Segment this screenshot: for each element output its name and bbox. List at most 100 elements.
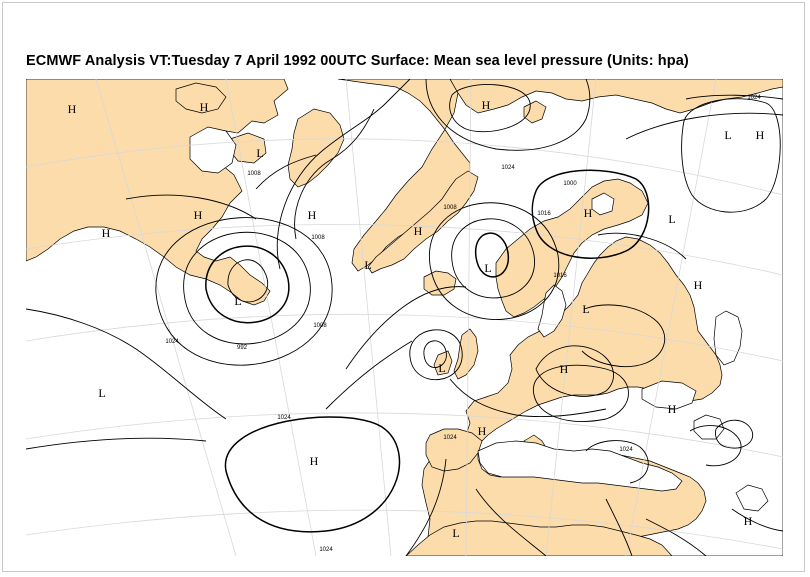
pressure-centres: H H H H L H H L H H L L L H L L L H H H … [68,98,765,540]
isobar-label: 1024 [319,547,333,553]
pressure-centre: L [724,128,731,142]
pressure-centre: H [478,424,487,438]
pressure-centre: L [98,386,105,400]
isobar [255,154,317,190]
isobar-labels: 1024 1008 1024 1000 1008 992 1024 1008 1… [165,95,761,553]
pressure-centre: L [364,258,371,272]
pressure-centre: H [102,226,111,240]
uk-landmass [453,328,479,380]
pressure-centre: L [234,294,241,308]
pressure-centre: H [68,102,77,116]
isobar-label: 1024 [619,447,633,453]
pressure-centre: H [482,98,491,112]
isobar-label: 1024 [747,95,761,101]
africa-landmass [405,520,673,556]
isobar-label: 1000 [563,181,577,187]
isobar [581,304,666,368]
isobar-label: 1024 [501,165,515,171]
isobar [425,79,591,151]
black-sea [641,380,697,410]
isobar [585,440,649,484]
pressure-centre: H [668,402,677,416]
isobar [205,245,290,324]
pressure-centre: H [744,514,753,528]
pressure-centre: L [668,212,675,226]
iberia-landmass [425,428,483,472]
isobar [597,232,687,260]
aral-sea [693,414,725,440]
isobar [405,458,447,556]
isobar [681,98,781,213]
baffin-island-landmass [287,108,345,188]
pressure-centre: H [584,206,593,220]
mediterranean-sea [477,440,683,492]
eurasia-landmass [405,79,783,556]
isobar-label: 1008 [313,323,327,329]
isobar-label: 1008 [443,205,457,211]
isobar-label: 1008 [311,235,325,241]
isobar [227,259,269,303]
graticule [26,79,783,556]
isobar [325,340,413,410]
pressure-centre: H [194,208,203,222]
pressure-centre: L [438,361,445,375]
isobar-label: 1016 [537,211,551,217]
isobar [409,329,463,381]
isobar-label: 992 [237,345,248,351]
svalbard-landmass [523,100,547,124]
isobar [155,217,333,366]
pressure-centre: H [414,224,423,238]
isobar [276,79,411,270]
ireland-landmass [433,350,453,376]
scandinavia-landmass [495,178,649,318]
isobar [294,108,375,240]
hudson-bay [189,126,237,174]
pressure-centre: L [582,302,589,316]
pressure-centre: H [756,128,765,142]
isobar-label: 1024 [277,415,291,421]
isobar [475,488,547,556]
iceland-landmass [423,270,457,296]
isobar [645,518,707,556]
isobar [475,232,509,278]
white-sea [591,192,615,216]
isobar [345,286,467,370]
isobar [26,308,227,420]
greenland-east-landmass [367,170,479,274]
pressure-centre: H [308,208,317,222]
isobar [183,231,311,345]
figure-frame [2,2,805,572]
isobar [449,378,607,418]
pressure-centre: H [310,454,319,468]
isobar [715,419,754,449]
isobar [532,364,629,422]
isobar [429,202,560,320]
map-title: ECMWF Analysis VT:Tuesday 7 April 1992 0… [26,53,689,69]
isobar [224,416,401,533]
north-america-landmass [26,79,289,306]
isobar [449,84,531,133]
isobars [26,79,783,556]
pressure-centre: L [484,261,491,275]
pressure-centre: H [560,362,569,376]
land-masses [26,79,783,556]
isobar-label: 1024 [443,435,457,441]
isobar [625,112,783,140]
persian-gulf [735,484,769,512]
pressure-centre: L [256,146,263,160]
pressure-centre: H [200,100,209,114]
isobar [26,437,207,450]
isobar-label: 1024 [165,339,179,345]
arctic-islands-landmass [175,82,227,114]
isobar-label: 1016 [553,273,567,279]
isobar-label: 1008 [247,171,261,177]
isobar [731,508,783,532]
pressure-centre: L [452,526,459,540]
isobar [605,498,633,556]
pressure-map: H H H H L H H L H H L L L H L L L H H H … [26,79,783,556]
isobar [685,94,783,100]
isobar [689,425,742,467]
isobar [423,340,447,368]
isobar [125,194,257,220]
isobar [531,169,650,259]
